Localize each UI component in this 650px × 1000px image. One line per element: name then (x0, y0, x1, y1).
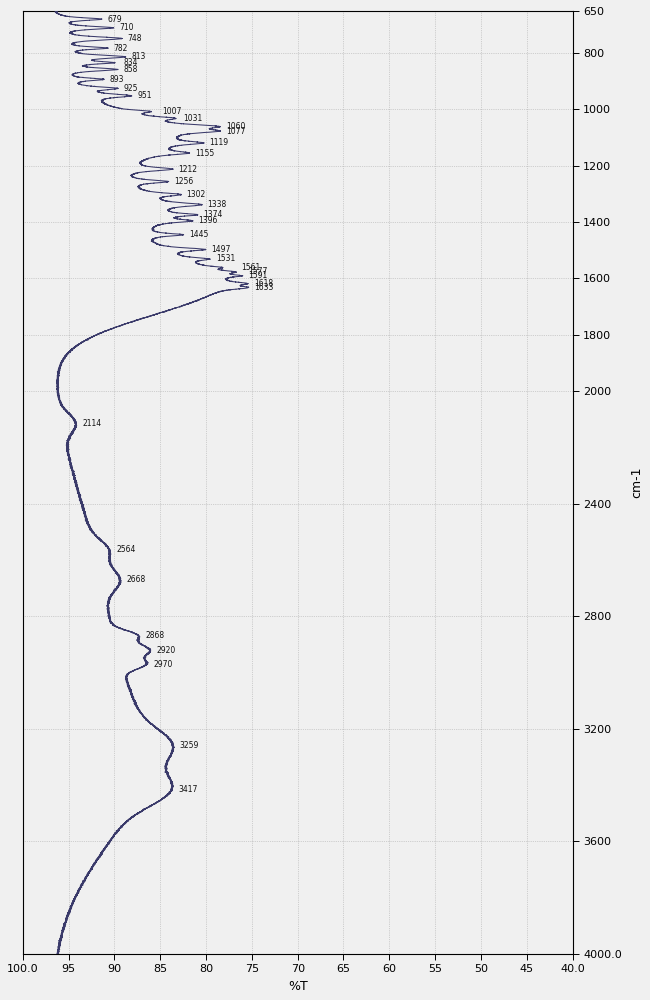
Text: 1338: 1338 (208, 200, 227, 209)
Text: 1531: 1531 (216, 254, 235, 263)
Text: 1077: 1077 (226, 127, 245, 136)
Text: 1497: 1497 (211, 245, 231, 254)
Text: 893: 893 (110, 75, 124, 84)
Text: 1155: 1155 (195, 149, 215, 158)
Text: 1374: 1374 (203, 210, 222, 219)
Text: 1031: 1031 (183, 114, 203, 123)
Text: 1618: 1618 (254, 279, 273, 288)
Text: 1119: 1119 (209, 138, 229, 147)
Text: 1396: 1396 (198, 216, 218, 225)
Text: 1060: 1060 (226, 122, 245, 131)
Text: 1445: 1445 (189, 230, 209, 239)
Text: 1256: 1256 (174, 177, 194, 186)
Text: 1591: 1591 (248, 271, 268, 280)
Text: 925: 925 (124, 84, 138, 93)
Text: 748: 748 (128, 34, 142, 43)
Text: 782: 782 (114, 44, 128, 53)
Text: 813: 813 (131, 52, 146, 61)
Y-axis label: cm-1: cm-1 (630, 467, 643, 498)
Text: 1007: 1007 (162, 107, 182, 116)
Text: 858: 858 (124, 65, 138, 74)
Text: 1212: 1212 (179, 165, 198, 174)
Text: 1302: 1302 (187, 190, 206, 199)
X-axis label: %T: %T (288, 980, 307, 993)
Text: 2868: 2868 (146, 631, 164, 640)
Text: 2668: 2668 (127, 575, 146, 584)
Text: 2970: 2970 (153, 660, 173, 669)
Text: 3417: 3417 (179, 785, 198, 794)
Text: 2920: 2920 (156, 646, 176, 655)
Text: 710: 710 (119, 23, 134, 32)
Text: 951: 951 (137, 91, 152, 100)
Text: 1577: 1577 (248, 267, 268, 276)
Text: 679: 679 (107, 15, 122, 24)
Text: 3259: 3259 (180, 741, 199, 750)
Text: 2564: 2564 (116, 545, 136, 554)
Text: 834: 834 (124, 58, 138, 67)
Text: 1633: 1633 (254, 283, 274, 292)
Text: 1561: 1561 (242, 263, 261, 272)
Text: 2114: 2114 (83, 419, 101, 428)
